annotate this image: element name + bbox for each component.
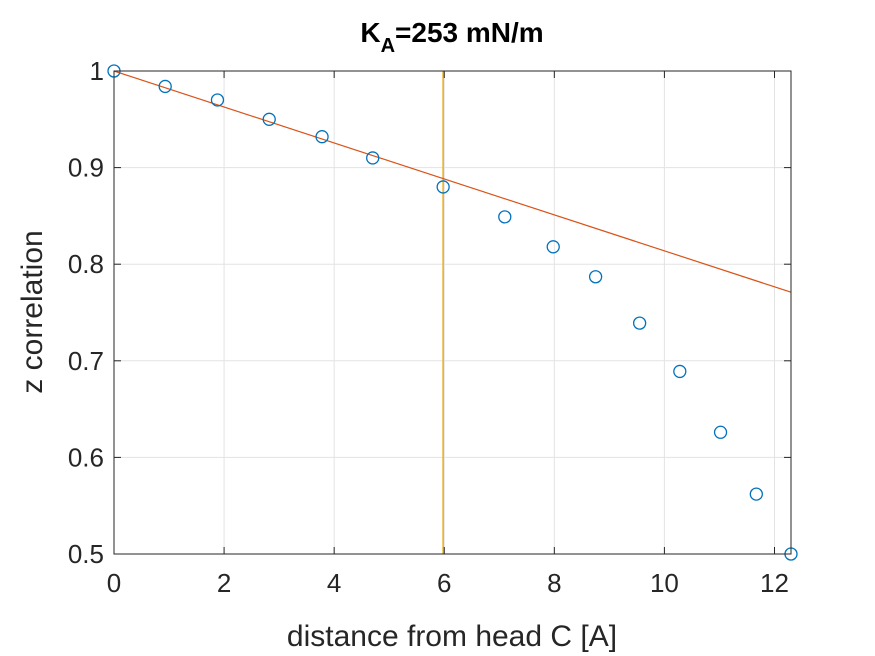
data-point-5 (366, 151, 380, 165)
y-tick-label-1: 0.6 (68, 442, 104, 472)
x-tick-label-3: 6 (437, 568, 451, 598)
ticks-group (113, 70, 791, 555)
chart-title-main: K (360, 17, 380, 48)
data-point-9 (588, 270, 603, 284)
x-tick-label-1: 2 (217, 568, 231, 598)
data-point-11 (673, 364, 687, 379)
y-tick-label-0: 0.5 (68, 539, 104, 569)
data-point-8 (546, 240, 560, 254)
plot-background (114, 71, 791, 554)
y-axis-label: z correlation (16, 230, 49, 393)
y-tick-label-5: 1 (90, 56, 104, 86)
y-tick-label-4: 0.9 (68, 153, 104, 183)
x-tick-labels: 0 2 4 6 8 10 12 (107, 568, 789, 598)
data-point-7 (498, 210, 512, 224)
fit-line (113, 70, 792, 293)
data-point-3 (262, 112, 276, 126)
y-tick-labels: 0.5 0.6 0.7 0.8 0.9 1 (68, 56, 104, 569)
data-point-13 (749, 487, 763, 501)
data-point-10 (632, 316, 647, 330)
data-point-6 (436, 180, 450, 194)
y-tick-label-3: 0.8 (68, 249, 104, 279)
plot-frame (113, 70, 792, 555)
x-tick-label-2: 4 (327, 568, 341, 598)
x-tick-label-5: 10 (650, 568, 679, 598)
data-point-12 (713, 425, 728, 439)
y-tick-label-2: 0.7 (68, 346, 104, 376)
x-axis-label: distance from head C [A] (287, 620, 617, 653)
data-point-4 (315, 130, 329, 144)
data-point-1 (158, 79, 172, 94)
chart-title-rest: =253 mN/m (395, 17, 544, 48)
x-tick-label-4: 8 (547, 568, 561, 598)
x-tick-label-6: 12 (760, 568, 789, 598)
fit-line-group (113, 70, 792, 293)
chart-title: KA=253 mN/m (360, 17, 543, 57)
chart-title-subscript: A (381, 35, 395, 57)
data-points-group (107, 64, 798, 561)
x-tick-label-0: 0 (107, 568, 121, 598)
data-point-2 (210, 93, 225, 107)
